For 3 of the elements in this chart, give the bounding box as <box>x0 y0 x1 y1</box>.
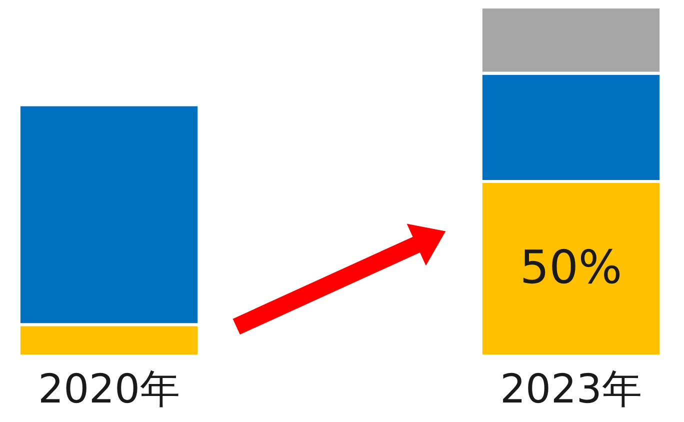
x-tick-label: 2023年 <box>500 366 642 412</box>
data-label: 50% <box>520 240 622 294</box>
x-tick-label: 2020年 <box>38 366 180 412</box>
